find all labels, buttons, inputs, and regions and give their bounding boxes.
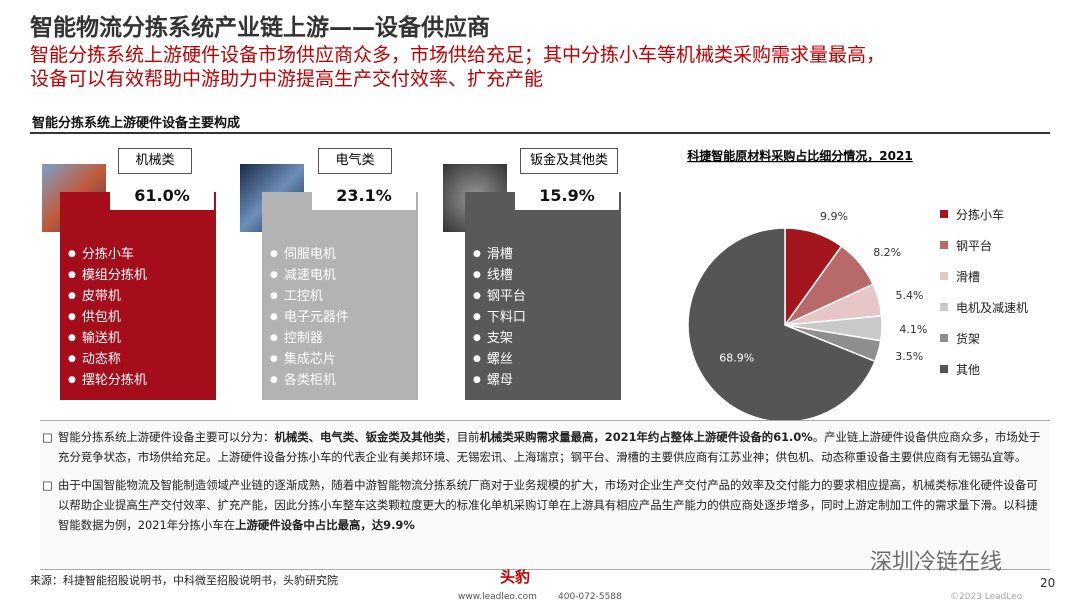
- note: 智能分拣系统上游硬件设备主要可以分为：机械类、电气类、钣金类及其他类，目前机械类…: [40, 421, 1050, 469]
- subtitle: 智能分拣系统上游硬件设备市场供应商众多，市场供给充足；其中分拣小车等机械类采购需…: [30, 44, 886, 66]
- legend-swatch: [940, 334, 948, 342]
- phone: 400-072-5588: [558, 592, 622, 602]
- pie-slice: [687, 227, 876, 420]
- slice-label: 8.2%: [873, 246, 901, 259]
- item: 模组分拣机: [68, 265, 147, 286]
- panel-box: 伺服电机减速电机工控机电子元器件控制器集成芯片各类柜机: [262, 192, 418, 400]
- logo: 头豹: [500, 568, 531, 586]
- chart-title: 科捷智能原材料采购占比细分情况，2021: [687, 148, 912, 163]
- item: 工控机: [270, 286, 349, 307]
- item: 摆轮分拣机: [68, 370, 147, 391]
- item: 下料口: [473, 307, 526, 328]
- note-text: 机械类、电气类、钣金类及其他类: [274, 430, 446, 444]
- panel-box: 分拣小车模组分拣机皮带机供包机输送机动态称摆轮分拣机: [60, 192, 216, 400]
- panel-label: 电气类: [318, 148, 392, 174]
- subtitle: 设备可以有效帮助中游助力中游提高生产交付效率、扩充产能: [30, 68, 544, 90]
- note-text: 智能分拣系统上游硬件设备主要可以分为：: [58, 430, 275, 444]
- panel-share: 15.9%: [515, 182, 619, 210]
- source: 来源：科捷智能招股说明书，中科微至招股说明书，头豹研究院: [30, 574, 338, 587]
- item: 集成芯片: [270, 349, 349, 370]
- note-text: ，目前: [445, 430, 480, 444]
- page-number: 20: [1040, 576, 1056, 590]
- slice-label: 9.9%: [820, 210, 848, 223]
- website: www.leadleo.com: [458, 592, 537, 602]
- slice-label: 5.4%: [895, 289, 923, 302]
- panel-share: 61.0%: [110, 182, 214, 210]
- item: 分拣小车: [68, 244, 147, 265]
- legend-label: 其他: [956, 363, 980, 377]
- item: 滑槽: [473, 244, 526, 265]
- section-title: 智能分拣系统上游硬件设备主要构成: [32, 116, 241, 131]
- watermark: 深圳冷链在线: [870, 550, 1003, 575]
- item: 输送机: [68, 328, 147, 349]
- legend-label: 电机及减速机: [956, 301, 1028, 315]
- item: 各类柜机: [270, 370, 349, 391]
- copyright: ©2023 LeadLeo: [950, 592, 1023, 602]
- item: 动态称: [68, 349, 147, 370]
- item: 支架: [473, 328, 526, 349]
- note-text: 。产业链上游硬件设备供应商众多，市场处于充分竞争状态，市场供给充足。上游硬件设备…: [58, 430, 1041, 464]
- legend-swatch: [940, 210, 948, 218]
- notes: 智能分拣系统上游硬件设备主要可以分为：机械类、电气类、钣金类及其他类，目前机械类…: [40, 420, 1050, 570]
- panel-label: 机械类: [118, 148, 192, 174]
- legend-swatch: [940, 241, 948, 249]
- panel-share: 23.1%: [312, 182, 416, 210]
- legend-swatch: [940, 365, 948, 373]
- item-list: 伺服电机减速电机工控机电子元器件控制器集成芯片各类柜机: [270, 244, 349, 391]
- item: 伺服电机: [270, 244, 349, 265]
- item: 电子元器件: [270, 307, 349, 328]
- panel-box: 滑槽线槽钢平台下料口支架螺丝螺母: [465, 192, 621, 400]
- legend-swatch: [940, 272, 948, 280]
- item-list: 滑槽线槽钢平台下料口支架螺丝螺母: [473, 244, 526, 391]
- item: 减速电机: [270, 265, 349, 286]
- item: 螺母: [473, 370, 526, 391]
- note-text: 上游硬件设备中占比最高，达9.9%: [235, 518, 415, 532]
- legend-swatch: [940, 303, 948, 311]
- item: 供包机: [68, 307, 147, 328]
- title: 智能物流分拣系统产业链上游——设备供应商: [30, 15, 490, 41]
- legend-label: 滑槽: [956, 270, 980, 284]
- slice-label: 4.1%: [899, 323, 927, 336]
- item: 皮带机: [68, 286, 147, 307]
- pie-chart: 科捷智能原材料采购占比细分情况，2021 9.9% 分拣小车 8.2% 钢平台 5.4% 滑…: [687, 148, 1028, 420]
- item: 钢平台: [473, 286, 526, 307]
- legend-label: 钢平台: [956, 238, 992, 253]
- note-text: 机械类采购需求量最高，2021年约占整体上游硬件设备的61.0%: [479, 430, 813, 444]
- item: 线槽: [473, 265, 526, 286]
- slice-label: 68.9%: [719, 352, 754, 365]
- item: 螺丝: [473, 349, 526, 370]
- legend-label: 分拣小车: [956, 207, 1004, 222]
- slice-label: 3.5%: [895, 350, 923, 363]
- panel-label: 钣金及其他类: [520, 148, 618, 174]
- rule: [30, 132, 1050, 134]
- note: 由于中国智能物流及智能制造领域产业链的逐渐成熟，随着中游智能物流分拣系统厂商对于…: [40, 469, 1050, 537]
- legend-label: 货架: [956, 331, 980, 346]
- item: 控制器: [270, 328, 349, 349]
- note-text: 由于中国智能物流及智能制造领域产业链的逐渐成熟，随着中游智能物流分拣系统厂商对于…: [58, 478, 1038, 532]
- item-list: 分拣小车模组分拣机皮带机供包机输送机动态称摆轮分拣机: [68, 244, 147, 391]
